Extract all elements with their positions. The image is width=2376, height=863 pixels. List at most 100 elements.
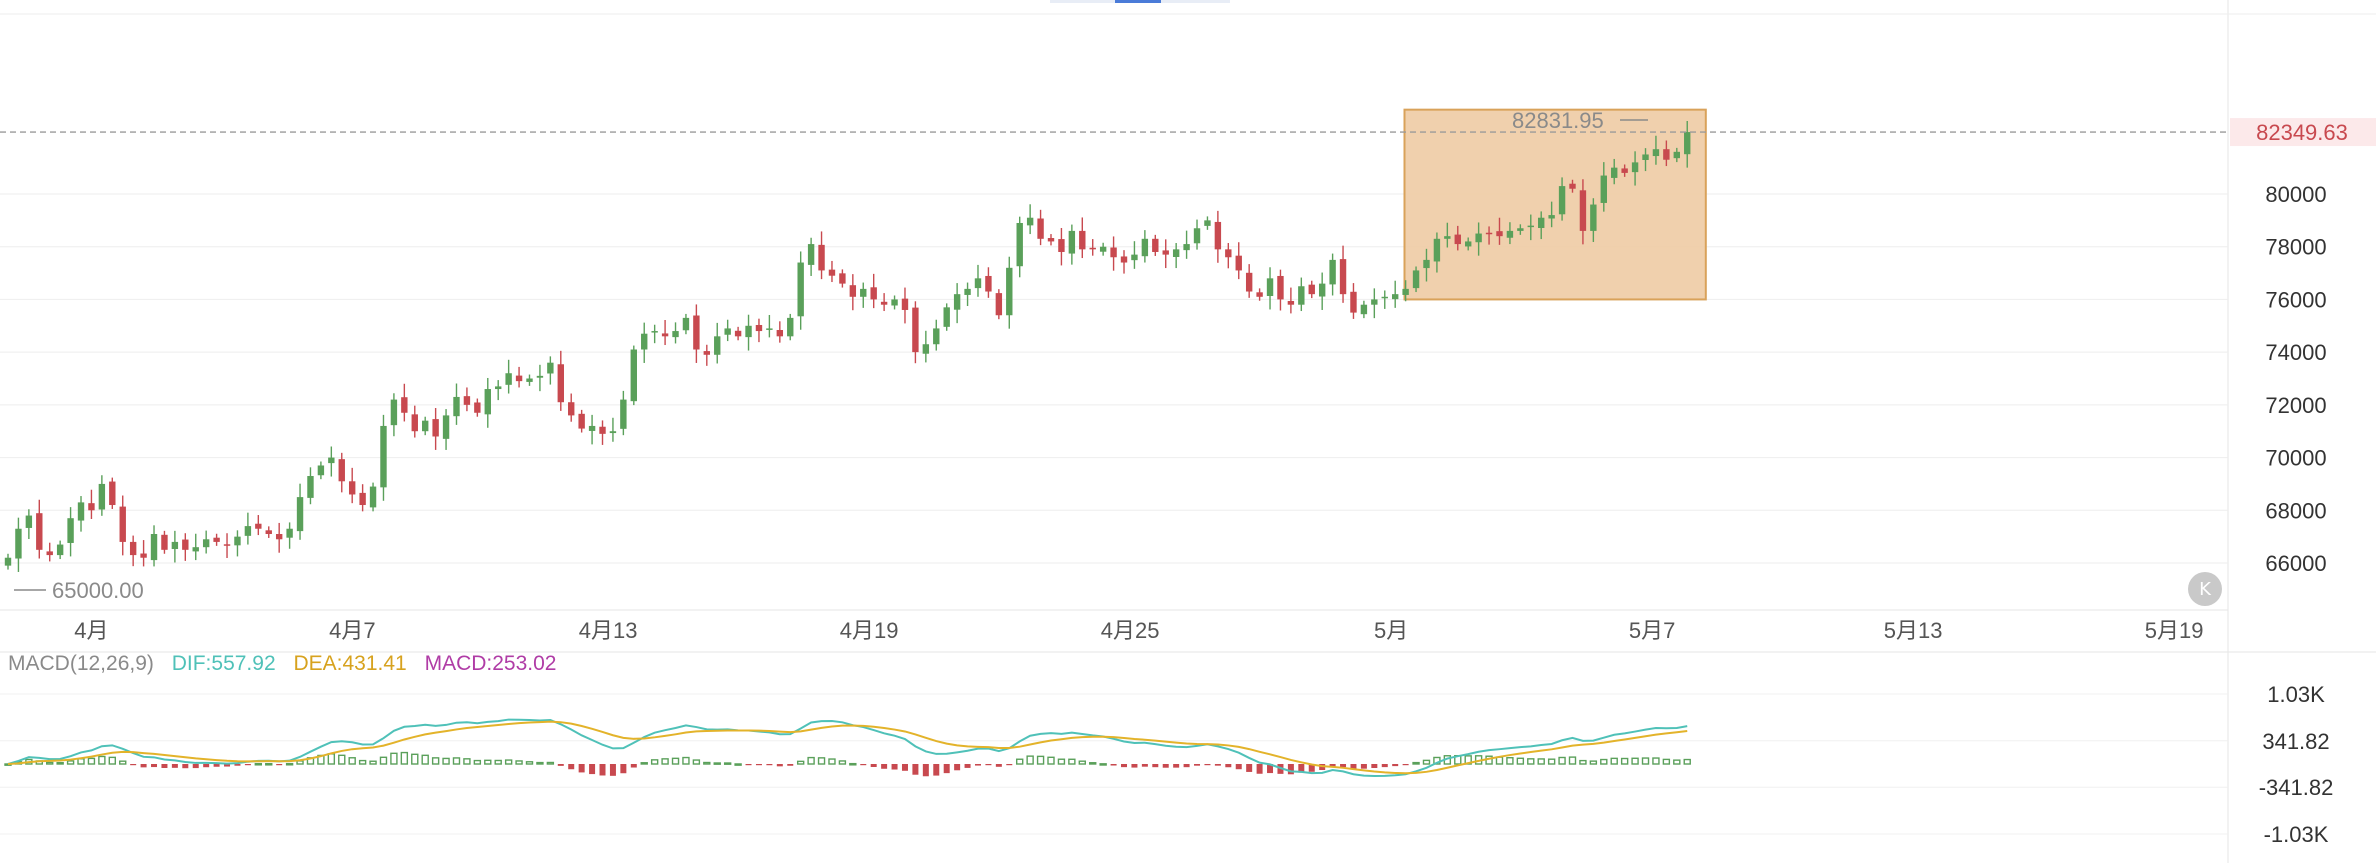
macd-bar (536, 761, 544, 765)
candle-body (1684, 132, 1691, 155)
macd-bar (620, 764, 627, 774)
macd-bar (77, 758, 85, 765)
kline-toggle-button[interactable]: K (2188, 572, 2222, 606)
macd-bar (1579, 759, 1587, 765)
candle-body (1162, 250, 1169, 255)
candle-body (661, 333, 669, 337)
candle-body (682, 317, 690, 331)
macd-bar (1152, 764, 1159, 768)
macd-bar (108, 756, 117, 765)
candle-body (1381, 296, 1388, 299)
candle-body (1037, 218, 1044, 239)
macd-bar (776, 764, 783, 767)
macd-bar (985, 764, 992, 766)
macd-bar (745, 764, 752, 766)
macd-bar (285, 762, 294, 766)
candle-body (119, 506, 126, 542)
macd-bar (1371, 764, 1378, 769)
macd-bar (431, 757, 440, 765)
macd-bar (379, 756, 388, 765)
candle-body (129, 541, 137, 556)
macd-bar (452, 757, 461, 765)
macd-bar (1006, 764, 1013, 766)
candle-body (369, 486, 377, 508)
macd-bar (578, 764, 585, 773)
macd-bar (807, 756, 815, 765)
candle-body (1412, 270, 1420, 289)
candle-body (557, 364, 564, 403)
macd-bar (390, 752, 398, 765)
candle-body (15, 528, 22, 559)
candle-body (568, 402, 575, 416)
candle-body (401, 397, 408, 413)
candle-body (755, 324, 763, 332)
candle-body (1152, 238, 1159, 252)
candle-body (1089, 247, 1096, 250)
candle-body (1287, 301, 1295, 305)
macd-bar (1121, 764, 1128, 768)
date-axis-labels: 4月 4月7 4月13 4月19 4月25 5月 5月7 5月13 5月19 (74, 618, 2203, 643)
candle-body (317, 465, 325, 476)
macd-bar (1329, 764, 1336, 767)
candle-body (109, 481, 116, 506)
highlighted-range-box[interactable] (1403, 108, 1707, 301)
macd-bar (494, 759, 502, 765)
candle-body (296, 497, 304, 532)
macd-bar (1537, 758, 1545, 765)
candle-body (1433, 238, 1441, 262)
price-tick-label: 68000 (2265, 498, 2326, 523)
candle-body (1193, 228, 1201, 244)
macd-bar (1610, 757, 1618, 765)
low-marker-label: 65000.00 (52, 578, 144, 603)
candle-body (1141, 238, 1149, 257)
macd-bar (161, 764, 168, 768)
candle-body (1298, 286, 1305, 305)
date-tick-label: 5月7 (1629, 618, 1675, 643)
macd-tick-label: 1.03K (2267, 682, 2325, 707)
candle-body (995, 293, 1003, 316)
macd-bar (860, 764, 867, 766)
macd-bar (1652, 757, 1660, 765)
macd-bar (515, 760, 523, 765)
macd-bar (787, 764, 794, 766)
candle-body (1099, 246, 1107, 252)
candle-body (693, 315, 700, 350)
candle-body (724, 328, 731, 335)
candle-body (495, 386, 502, 390)
date-tick-label: 4月25 (1101, 618, 1160, 643)
macd-bar (1631, 757, 1639, 765)
macd-bar (1235, 764, 1242, 770)
candle-body (1350, 291, 1357, 313)
candle-body (328, 457, 335, 464)
macd-bar (192, 764, 199, 769)
candle-body (453, 396, 460, 417)
macd-bar (640, 762, 648, 765)
candle-body (1506, 230, 1514, 238)
candle-body (286, 528, 293, 538)
candle-body (140, 553, 147, 558)
candle-body (1517, 228, 1524, 231)
candle-body (943, 307, 950, 327)
candle-body (348, 481, 356, 495)
candle-body (1318, 283, 1326, 297)
macd-bar (1547, 758, 1556, 765)
macd-bar (1340, 764, 1347, 768)
high-marker-label: 82831.95 (1512, 108, 1604, 133)
candle-body (1454, 234, 1461, 245)
macd-bar (974, 764, 981, 766)
candle-body (161, 534, 168, 550)
macd-bar (1350, 764, 1357, 769)
candle-body (1600, 175, 1607, 203)
macd-bar (463, 758, 471, 765)
candle-body (1631, 162, 1639, 173)
top-tab-active[interactable] (1115, 0, 1161, 3)
macd-bar (1527, 758, 1535, 765)
macd-bar (1683, 758, 1691, 765)
macd-bar (828, 758, 836, 765)
macd-axis-labels: 1.03K 341.82 -341.82 -1.03K (2259, 682, 2334, 847)
candle-body (641, 333, 648, 350)
candle-body (182, 539, 189, 550)
macd-legend-dif: DIF:557.92 (171, 652, 276, 675)
candle-body (870, 287, 877, 300)
candle-body (1391, 294, 1399, 300)
